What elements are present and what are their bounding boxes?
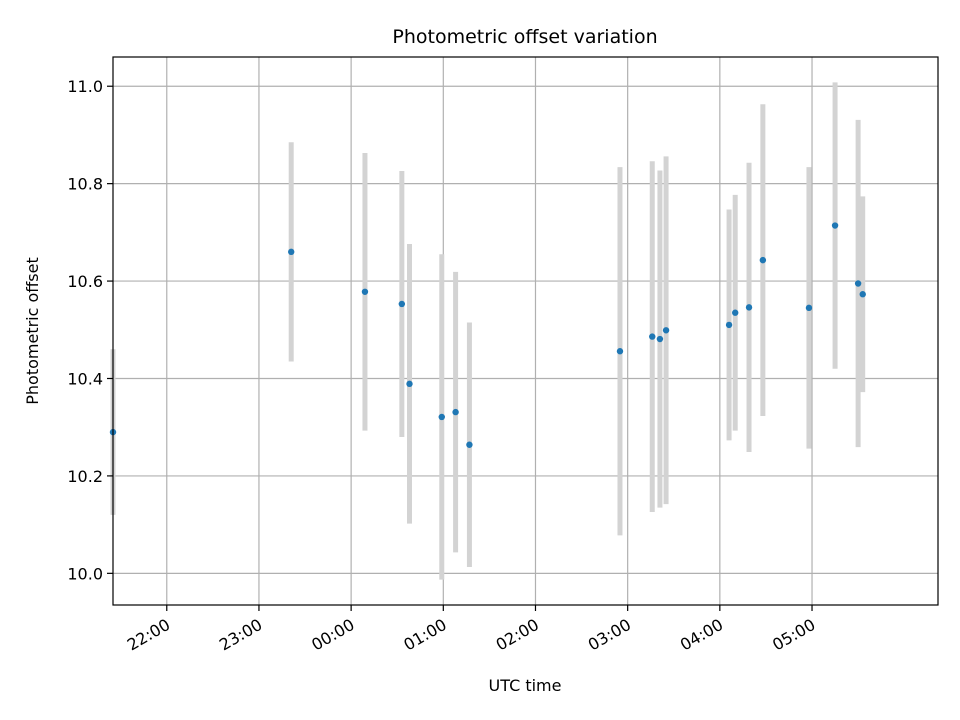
data-point bbox=[438, 413, 445, 421]
data-point bbox=[831, 222, 839, 229]
y-tick-label: 10.4 bbox=[67, 369, 103, 388]
data-point bbox=[725, 321, 733, 329]
y-tick-label: 10.0 bbox=[67, 564, 103, 583]
plot-area bbox=[113, 57, 938, 605]
data-point bbox=[745, 304, 753, 311]
y-axis-label: Photometric offset bbox=[23, 257, 42, 405]
data-point bbox=[656, 335, 664, 343]
data-point bbox=[805, 304, 813, 312]
y-axis-ticks: 10.0 10.2 10.4 10.6 10.8 11.0 bbox=[67, 77, 113, 583]
data-points bbox=[109, 222, 866, 448]
data-point bbox=[662, 327, 670, 334]
data-point bbox=[649, 333, 656, 340]
y-tick-label: 11.0 bbox=[67, 77, 103, 96]
grid-lines bbox=[113, 57, 938, 605]
data-point bbox=[466, 441, 473, 448]
data-point bbox=[759, 256, 767, 264]
data-point bbox=[288, 248, 295, 256]
data-point bbox=[398, 300, 406, 308]
data-point bbox=[406, 380, 413, 388]
x-axis-label: UTC time bbox=[489, 676, 562, 695]
plot-frame bbox=[112, 56, 939, 606]
y-tick-label: 10.6 bbox=[67, 272, 103, 291]
data-point bbox=[452, 408, 459, 416]
data-point bbox=[361, 288, 369, 295]
data-point bbox=[859, 291, 866, 298]
chart-title: Photometric offset variation bbox=[392, 26, 657, 48]
y-tick-label: 10.8 bbox=[67, 175, 103, 194]
y-tick-label: 10.2 bbox=[67, 467, 103, 486]
data-point bbox=[616, 348, 624, 355]
data-point bbox=[732, 309, 739, 316]
data-point bbox=[854, 280, 862, 287]
